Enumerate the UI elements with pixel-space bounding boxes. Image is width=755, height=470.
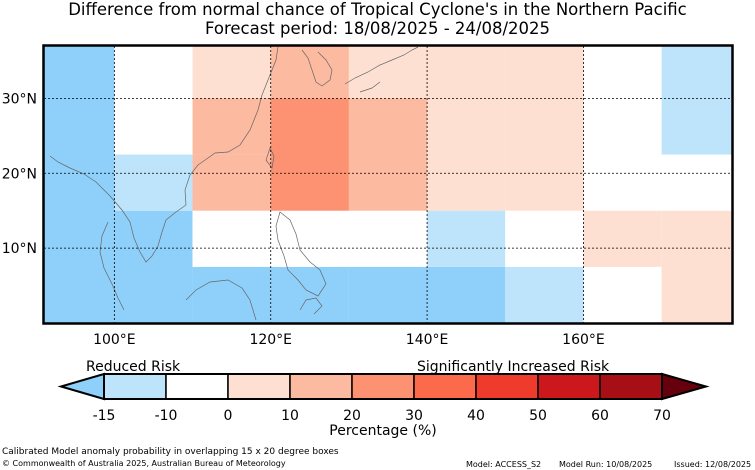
risk-cell <box>505 46 584 211</box>
risk-cell <box>114 46 193 155</box>
colorbar-bin <box>413 373 477 400</box>
risk-cell <box>114 210 193 323</box>
risk-cell <box>427 210 506 267</box>
colorbar-bin <box>475 373 539 400</box>
footer-model-run: Model Run: 10/08/2025 <box>559 460 653 469</box>
latitude-tick-label: 30°N <box>2 91 37 107</box>
coastline-sulawesi <box>299 297 323 315</box>
latitude-tick-label: 20°N <box>2 166 37 182</box>
coastline-china <box>184 46 279 206</box>
colorbar-legend: -15 -10 0 10 20 30 40 50 60 70 <box>57 372 710 424</box>
colorbar-tick-label: 70 <box>653 408 671 424</box>
colorbar-tick-label: -15 <box>93 408 116 424</box>
risk-cell <box>114 154 193 211</box>
colorbar-bin <box>351 373 415 400</box>
risk-cell <box>348 266 428 323</box>
risk-cell <box>661 154 732 211</box>
longitude-tick-label: 140°E <box>406 332 449 348</box>
coastline-japan <box>344 46 419 93</box>
risk-cell <box>583 210 662 267</box>
coastline-korea <box>301 49 333 87</box>
risk-cell <box>427 46 506 211</box>
longitude-labels: 100°E 120°E 140°E 160°E <box>93 332 605 348</box>
risk-cell <box>505 266 584 323</box>
footer-copyright: © Commonwealth of Australia 2025, Austra… <box>2 459 286 468</box>
colorbar-under-triangle <box>57 372 105 401</box>
risk-cell <box>192 98 271 155</box>
risk-cell <box>348 210 428 267</box>
colorbar-tick-label: 30 <box>405 408 423 424</box>
graticule-layer <box>44 46 732 323</box>
risk-cell <box>348 46 428 99</box>
risk-cell <box>192 46 271 99</box>
colorbar-bin <box>103 373 167 400</box>
coastline-layer <box>49 46 419 321</box>
risk-cell <box>661 46 732 155</box>
risk-cell <box>270 266 349 323</box>
risk-cell <box>192 210 271 267</box>
longitude-tick-label: 100°E <box>93 332 136 348</box>
coastline-indochina <box>49 155 187 263</box>
colorbar-bin <box>165 373 229 400</box>
colorbar-tick-label: 50 <box>529 408 547 424</box>
latitude-labels: 10°N 20°N 30°N <box>2 91 37 257</box>
risk-cell <box>192 154 271 211</box>
legend-increased-risk-label: Significantly Increased Risk <box>417 359 610 375</box>
risk-cells-layer <box>44 46 732 323</box>
risk-cell <box>44 46 115 323</box>
longitude-tick-label: 160°E <box>562 332 605 348</box>
colorbar-bin <box>289 373 353 400</box>
coastline-borneo <box>185 279 257 321</box>
risk-cell <box>270 46 349 99</box>
legend-axis-label: Percentage (%) <box>329 423 436 439</box>
risk-cell <box>270 98 349 211</box>
colorbar-bin <box>227 373 291 400</box>
coastline-philippines <box>275 211 327 297</box>
risk-cell <box>583 266 662 323</box>
colorbar-outline <box>103 373 663 400</box>
footer-issued: Issued: 12/08/2025 <box>674 460 752 469</box>
risk-cell <box>505 210 584 267</box>
colorbar-tick-label: -10 <box>155 408 178 424</box>
risk-cell <box>661 210 732 323</box>
map-title: Difference from normal chance of Tropica… <box>68 0 687 19</box>
colorbar-tick-label: 40 <box>467 408 485 424</box>
legend-reduced-risk-label: Reduced Risk <box>86 359 181 375</box>
map-frame <box>42 44 734 325</box>
risk-cell <box>270 210 349 267</box>
forecast-period-subtitle: Forecast period: 18/08/2025 - 24/08/2025 <box>204 19 551 38</box>
coastline-taiwan <box>265 147 275 169</box>
colorbar-tick-label: 60 <box>591 408 609 424</box>
risk-cell <box>348 98 428 211</box>
colorbar-bin <box>537 373 601 400</box>
colorbar-tick-label: 0 <box>224 408 233 424</box>
longitude-tick-label: 120°E <box>249 332 292 348</box>
colorbar-over-triangle <box>661 372 710 401</box>
colorbar-tick-label: 20 <box>343 408 361 424</box>
colorbar-bin <box>599 373 663 400</box>
latitude-tick-label: 10°N <box>2 241 37 257</box>
colorbar-tick-label: 10 <box>281 408 299 424</box>
footer-note: Calibrated Model anomaly probability in … <box>2 447 339 457</box>
footer-model: Model: ACCESS_S2 <box>466 460 542 469</box>
risk-cell <box>427 266 506 323</box>
risk-cell <box>583 46 662 211</box>
risk-cell <box>192 266 271 323</box>
coastline-malay-peninsula <box>99 221 125 311</box>
